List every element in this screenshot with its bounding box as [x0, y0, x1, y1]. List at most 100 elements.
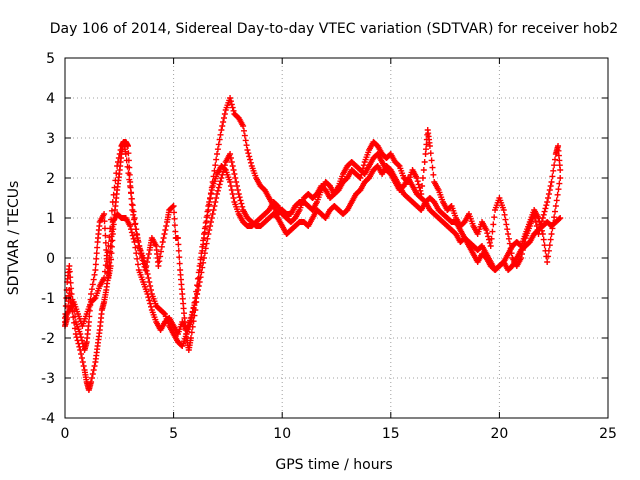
data-point-interp	[221, 111, 228, 117]
data-point-interp	[545, 191, 552, 197]
data-point-interp	[67, 279, 74, 286]
x-tick-label: 10	[273, 426, 291, 442]
series-track-c	[62, 139, 564, 349]
data-point	[159, 239, 166, 245]
data-point-interp	[504, 226, 511, 233]
data-point	[101, 211, 108, 217]
data-point-interp	[484, 230, 491, 237]
data-point-interp	[89, 281, 96, 288]
data-point-interp	[545, 253, 552, 260]
data-point-interp	[230, 107, 237, 114]
data-point-interp	[505, 235, 512, 242]
data-point-interp	[230, 195, 237, 201]
data-point-interp	[239, 203, 246, 210]
data-point-interp	[234, 187, 241, 193]
data-point-interp	[147, 283, 154, 289]
data-point-interp	[207, 219, 214, 225]
data-point	[105, 271, 112, 277]
data-point-interp	[134, 255, 141, 262]
grid-lines	[65, 58, 608, 418]
data-point-interp	[156, 258, 163, 265]
data-point-interp	[132, 220, 139, 227]
data-point-interp	[114, 159, 121, 165]
data-point-interp	[141, 258, 148, 265]
data-point	[196, 279, 203, 285]
x-axis-label: GPS time / hours	[275, 457, 392, 473]
data-point-interp	[75, 340, 82, 347]
data-point	[155, 263, 162, 269]
data-point	[127, 183, 134, 189]
data-point-interp	[191, 299, 198, 306]
data-point-interp	[202, 219, 209, 226]
data-point-interp	[212, 162, 219, 169]
data-point-interp	[70, 314, 77, 321]
data-point	[227, 95, 234, 101]
data-point	[174, 235, 181, 241]
data-point-interp	[198, 250, 205, 257]
data-point-interp	[219, 171, 226, 178]
data-point-interp	[106, 254, 113, 261]
data-point-interp	[176, 260, 183, 267]
data-point-interp	[78, 351, 85, 357]
data-point-interp	[92, 261, 99, 268]
data-point-interp	[148, 303, 155, 310]
data-point	[413, 175, 420, 181]
data-point	[127, 223, 134, 229]
data-point-interp	[143, 267, 150, 274]
data-point	[539, 231, 546, 237]
data-point-interp	[146, 297, 153, 304]
data-point	[124, 143, 131, 149]
data-point-interp	[486, 239, 493, 246]
data-point-interp	[171, 209, 178, 216]
data-point-interp	[194, 282, 201, 289]
data-point-interp	[214, 146, 221, 153]
data-point-interp	[195, 269, 202, 276]
data-point	[240, 123, 247, 129]
data-point-interp	[503, 221, 510, 228]
data-point-interp	[204, 235, 211, 242]
data-point-interp	[547, 183, 554, 189]
data-point-interp	[227, 183, 234, 189]
data-point-interp	[145, 294, 152, 301]
data-point-interp	[190, 304, 197, 311]
data-point-interp	[108, 207, 115, 214]
data-point-interp	[102, 232, 109, 239]
data-point-interp	[211, 203, 218, 209]
data-point-interp	[428, 157, 435, 164]
data-point-interp	[227, 98, 234, 105]
data-point-interp	[207, 195, 214, 201]
data-point-interp	[230, 167, 237, 173]
data-point-interp	[117, 147, 124, 153]
data-point	[187, 335, 194, 341]
data-point-interp	[238, 200, 245, 207]
data-point-interp	[146, 279, 153, 285]
data-point-interp	[419, 183, 426, 189]
data-point-interp	[175, 241, 182, 248]
y-tick-label: 3	[46, 131, 55, 147]
data-point-interp	[171, 215, 178, 222]
data-point-interp	[541, 208, 548, 215]
data-point-interp	[101, 268, 108, 275]
data-point-interp	[126, 176, 133, 183]
data-point	[218, 175, 225, 181]
data-point	[109, 199, 116, 205]
data-point-interp	[214, 187, 221, 194]
data-point-interp	[542, 205, 549, 212]
data-point-interp	[206, 199, 213, 205]
data-point-interp	[94, 244, 101, 251]
data-point-interp	[201, 225, 208, 232]
data-point-interp	[128, 195, 135, 202]
data-point-interp	[541, 242, 548, 249]
data-point-interp	[145, 275, 152, 281]
x-tick-label: 0	[61, 426, 70, 442]
data-point-interp	[208, 187, 215, 193]
data-point-interp	[111, 184, 118, 191]
data-point-interp	[193, 288, 200, 295]
data-point-interp	[419, 175, 426, 181]
data-point	[214, 151, 221, 157]
y-tick-label: -2	[41, 331, 55, 347]
data-point-interp	[551, 214, 558, 221]
data-point-interp	[553, 197, 560, 204]
data-point-interp	[102, 262, 109, 269]
data-point-interp	[206, 227, 213, 233]
